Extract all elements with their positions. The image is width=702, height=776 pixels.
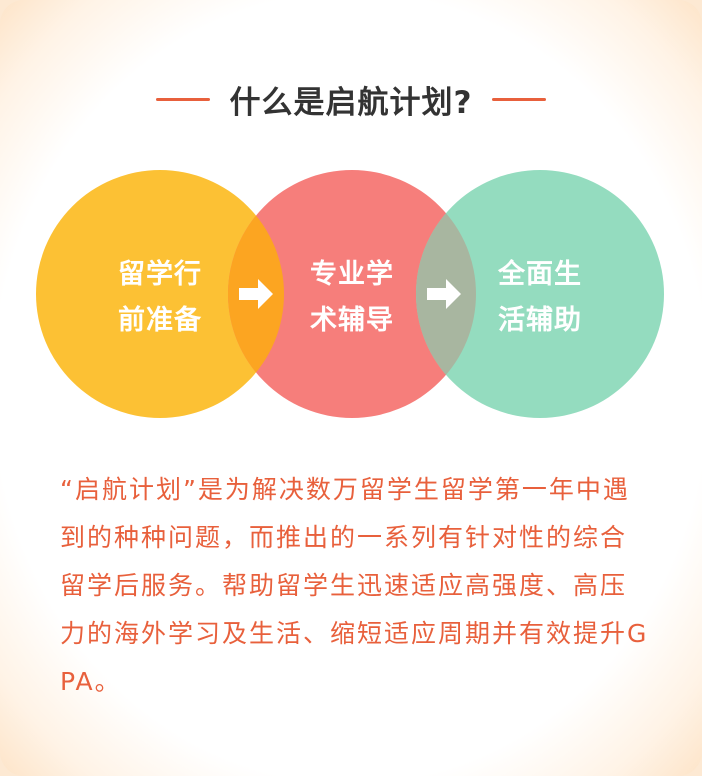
right-arrow-icon [427, 279, 461, 309]
circle-1-label-line1: 留学行 [118, 258, 202, 290]
heading-left-line [155, 97, 210, 101]
heading-right-line [492, 97, 547, 101]
page-title: 什么是启航计划? [229, 84, 473, 121]
description-paragraph: “启航计划”是为解决数万留学生留学第一年中遇到的种种问题，而推出的一系列有针对性… [60, 475, 649, 696]
heading-row: 什么是启航计划? [0, 74, 702, 124]
circle-preparation [36, 170, 284, 418]
circle-3-label-line1: 全面生 [497, 258, 582, 290]
circle-life [416, 170, 664, 418]
right-arrow-icon [239, 279, 273, 309]
circle-1-label-line2: 前准备 [118, 304, 202, 336]
circle-2-label-line2: 术辅导 [310, 305, 394, 336]
circle-academic [228, 170, 476, 418]
circle-2-label-line1: 专业学 [310, 258, 394, 290]
circle-3-label-line2: 活辅助 [498, 305, 582, 336]
